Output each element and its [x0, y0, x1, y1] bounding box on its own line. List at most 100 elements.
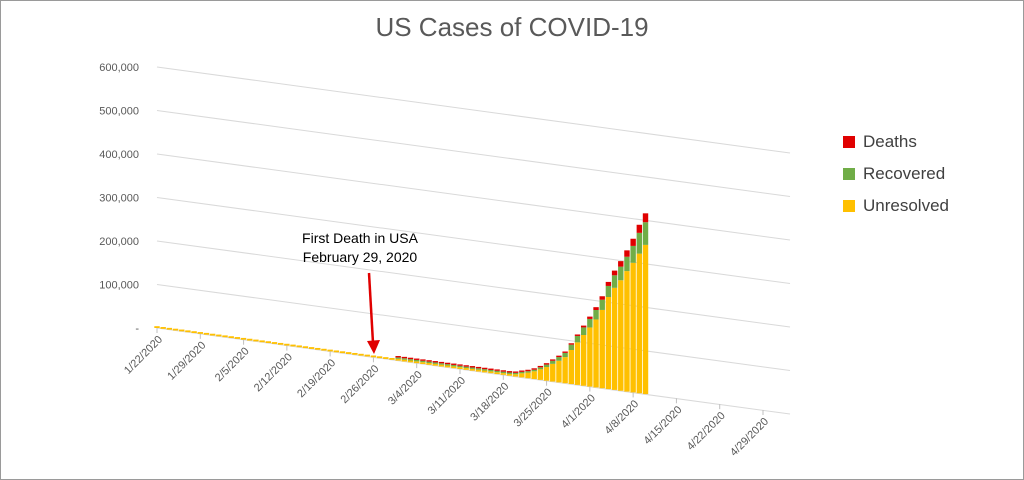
bar-unresolved [253, 339, 259, 342]
bar-recovered [519, 371, 525, 374]
bar-unresolved [308, 347, 315, 349]
bar-unresolved [265, 341, 272, 344]
bar-unresolved [593, 319, 599, 388]
gridline [156, 66, 791, 154]
x-tick-label: 1/22/2020 [122, 334, 165, 377]
bar-deaths [438, 361, 445, 364]
bar-unresolved [203, 332, 210, 335]
bar-unresolved [611, 287, 618, 390]
bar-recovered [587, 318, 593, 328]
bar-unresolved [568, 350, 575, 385]
bar-deaths [500, 370, 506, 372]
gridline [156, 327, 791, 415]
bar-recovered [543, 364, 550, 368]
annotation-line-1: First Death in USA [302, 230, 419, 246]
chart-title: US Cases of COVID-19 [375, 12, 649, 42]
x-tick-label: 3/25/2020 [512, 386, 555, 429]
bar-unresolved [277, 342, 284, 345]
bar-deaths [482, 367, 488, 370]
bar-recovered [420, 360, 426, 363]
y-tick-label: 200,000 [99, 236, 139, 248]
bar-unresolved [240, 337, 247, 340]
bar-recovered [636, 232, 643, 254]
bar-deaths [414, 358, 420, 360]
bar-deaths [605, 281, 612, 286]
bar-recovered [432, 362, 438, 364]
bar-unresolved [519, 373, 525, 378]
bar-recovered [488, 369, 494, 372]
bar-unresolved [166, 327, 173, 330]
bar-unresolved [389, 357, 395, 360]
bar-deaths [519, 370, 525, 372]
bar-unresolved [358, 353, 364, 356]
bar-unresolved [562, 357, 568, 384]
bar-deaths [457, 364, 463, 366]
bar-deaths [550, 359, 556, 361]
y-tick-label: 300,000 [99, 193, 139, 205]
bar-deaths [488, 368, 494, 370]
bar-deaths [475, 366, 482, 369]
annotation-line-2: February 29, 2020 [303, 249, 418, 265]
bar-deaths [401, 356, 408, 359]
y-tick-label: 400,000 [99, 149, 139, 161]
bar-recovered [469, 367, 476, 369]
bar-unresolved [636, 253, 643, 394]
bar-unresolved [370, 355, 377, 358]
bar-recovered [562, 352, 568, 358]
bar-unresolved [327, 349, 333, 352]
bar-recovered [537, 367, 544, 370]
bar-unresolved [395, 358, 401, 361]
bar-unresolved [574, 342, 581, 385]
bar-unresolved [432, 363, 438, 366]
bar-recovered [426, 361, 432, 364]
bar-deaths [494, 369, 500, 371]
bar-unresolved [488, 371, 494, 374]
bar-unresolved [154, 326, 160, 328]
bar-unresolved [500, 373, 506, 375]
x-tick-label: 4/15/2020 [641, 404, 684, 447]
bar-recovered [438, 363, 445, 365]
bar-unresolved [284, 343, 290, 346]
bar-deaths [451, 363, 457, 365]
bar-recovered [556, 357, 562, 361]
bar-deaths [599, 296, 605, 300]
bar-recovered [475, 368, 482, 370]
bar-unresolved [512, 374, 519, 377]
bar-recovered [457, 365, 463, 368]
legend-label-deaths: Deaths [863, 132, 917, 151]
bar-recovered [618, 266, 624, 281]
x-tick-label: 2/19/2020 [295, 357, 338, 400]
bar-unresolved [222, 335, 228, 338]
bar-recovered [605, 285, 612, 297]
chart-legend: Deaths Recovered Unresolved [843, 126, 949, 222]
bar-unresolved [587, 327, 593, 387]
x-tick-label: 3/18/2020 [468, 380, 511, 423]
gridline [156, 110, 791, 197]
bar-unresolved [376, 356, 383, 359]
bar-unresolved [383, 357, 389, 359]
bar-unresolved [475, 369, 482, 372]
gridline [156, 197, 791, 284]
bar-recovered [531, 369, 537, 372]
bar-deaths [580, 325, 587, 328]
bar-unresolved [179, 329, 185, 332]
bar-deaths [531, 368, 537, 370]
bar-unresolved [234, 337, 241, 339]
bar-unresolved [339, 351, 346, 354]
bar-recovered [506, 372, 513, 374]
bar-unresolved [172, 328, 179, 331]
bar-recovered [624, 256, 630, 272]
y-tick-label: 600,000 [99, 62, 139, 74]
legend-item-recovered: Recovered [843, 158, 949, 190]
legend-swatch-unresolved [843, 200, 855, 212]
annotation-arrowhead [367, 340, 380, 354]
bar-recovered [401, 358, 408, 360]
gridline [156, 153, 791, 241]
bar-deaths [407, 357, 414, 360]
x-tick-label: 2/12/2020 [252, 351, 295, 394]
bar-deaths [611, 270, 618, 276]
bar-unresolved [420, 362, 426, 364]
bar-unresolved [259, 340, 265, 343]
bar-deaths [432, 361, 438, 363]
bar-deaths [630, 238, 636, 246]
